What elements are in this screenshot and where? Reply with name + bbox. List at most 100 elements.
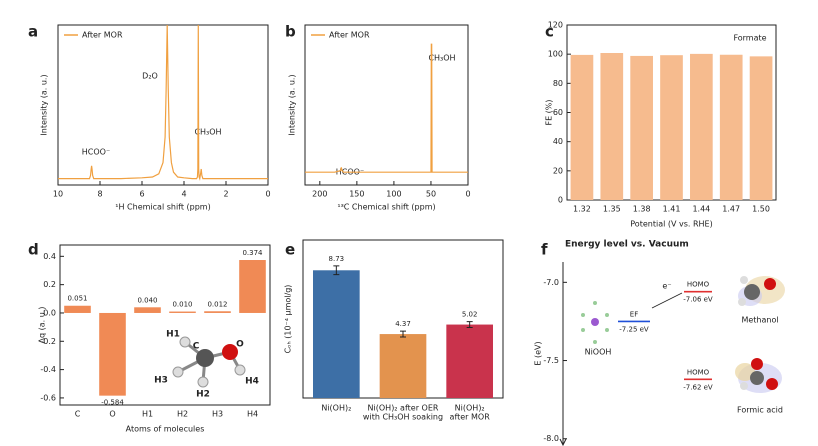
chart-title: Energy level vs. Vacuum [565,240,689,250]
value-label: 0.051 [67,295,87,303]
x-tick-label: 1.50 [752,205,770,214]
x-axis-label: ¹H Chemical shift (ppm) [115,203,210,212]
x-tick-label: 1.41 [663,205,681,214]
y-tick-label: 0.4 [43,252,56,261]
bar [134,307,161,313]
x-tick-label: after MOR [450,413,491,422]
annotation: CH₃OH [428,54,455,63]
plot-frame [59,244,271,406]
x-tick-label: 150 [349,190,364,199]
level-value: -7.25 eV [619,325,649,333]
level-value: -7.06 eV [683,296,713,304]
value-label: -0.584 [101,399,124,407]
x-tick-label: 1.35 [603,205,621,214]
annotation: D₂O [142,72,158,81]
error-bar [466,321,473,328]
bar [446,324,493,398]
x-tick-label: 1.47 [722,205,740,214]
annotation: H3 [154,376,168,386]
plot-frame [304,24,469,186]
x-tick-label: 10 [53,190,63,199]
x-tick-label: 6 [139,190,144,199]
x-tick-label: H4 [247,410,258,419]
value-label: 0.040 [137,296,157,304]
value-label: 0.374 [242,249,263,257]
legend-label: After MOR [329,31,370,40]
y-tick-label: 100 [548,50,563,59]
y-axis-label: E (eV) [534,341,543,365]
annotation: CH₃OH [194,128,221,137]
x-axis-label: ¹³C Chemical shift (ppm) [337,203,435,212]
value-label: 4.37 [395,320,411,328]
panel-letter: f [541,241,548,259]
spectrum-line [305,43,468,173]
error-bar [333,265,340,276]
structure-sketches [581,276,785,393]
y-tick-label: -0.6 [40,393,56,402]
bar [719,54,743,200]
value-label: 8.73 [329,255,345,263]
y-tick-label: -7.5 [543,356,559,365]
x-tick-label: with CH₃OH soaking [363,413,443,422]
y-tick-label: 60 [553,108,563,117]
bar [630,55,653,200]
annotation: Formate [733,34,766,43]
annotation: HCOO⁻ [82,148,110,157]
bar [379,334,427,398]
bar [660,55,683,200]
x-tick-label: 200 [312,190,327,199]
annotation: e⁻ [662,282,671,291]
annotation: NiOOH [585,348,612,357]
level-value: -7.62 eV [683,383,713,391]
x-tick-label: 0 [465,190,470,199]
x-tick-label: H1 [142,410,153,419]
energy-axis [559,262,567,446]
value-label: 5.02 [462,311,478,319]
panel-letter: a [28,23,38,41]
x-tick-label: 1.44 [692,205,710,214]
bar [99,312,126,396]
x-tick-label: 2 [223,190,228,199]
y-tick-label: 120 [548,21,563,30]
y-axis-label: Δq (a. u.) [38,307,47,344]
y-axis-label: FE (%) [545,99,554,125]
x-axis-label: Potential (V vs. RHE) [630,220,712,229]
y-axis-label: Intensity (a. u.) [40,74,49,135]
x-tick-label: Ni(OH)₂ [455,404,485,413]
x-tick-label: 8 [97,190,102,199]
x-tick-label: 100 [386,190,401,199]
x-tick-label: C [75,410,81,419]
y-tick-label: -8.0 [543,434,559,443]
bar [239,260,266,313]
x-tick-label: 0 [265,190,270,199]
y-tick-label: 0 [558,196,563,205]
bar [690,53,713,200]
y-tick-label: 0.0 [43,308,56,317]
value-label: 0.010 [172,301,192,309]
x-tick-label: O [109,410,115,419]
x-tick-label: 4 [181,190,186,199]
bar [570,54,594,201]
x-tick-label: Ni(OH)₂ [321,404,351,413]
molecule-sketch [172,336,246,388]
annotation: O [236,340,244,350]
panel-letter: e [285,241,295,259]
panel-letter: c [545,23,554,41]
y-tick-label: 20 [553,166,563,175]
y-axis-label: Intensity (a. u.) [288,74,297,135]
spectrum-line [58,24,268,181]
y-tick-label: -0.2 [40,337,56,346]
x-tick-label: 50 [426,190,436,199]
y-tick-label: 80 [553,79,563,88]
value-label: 0.012 [207,300,227,308]
bar [64,305,91,313]
x-tick-label: H2 [177,410,188,419]
bar [169,311,196,313]
y-tick-label: -7.0 [543,278,559,287]
y-axis-label: Cₒₕ (10⁻⁴ μmol/g) [284,285,293,354]
molecule-name: Formic acid [737,406,783,415]
error-bar [400,330,406,338]
x-tick-label: 1.38 [633,205,651,214]
x-tick-label: H3 [212,410,223,419]
